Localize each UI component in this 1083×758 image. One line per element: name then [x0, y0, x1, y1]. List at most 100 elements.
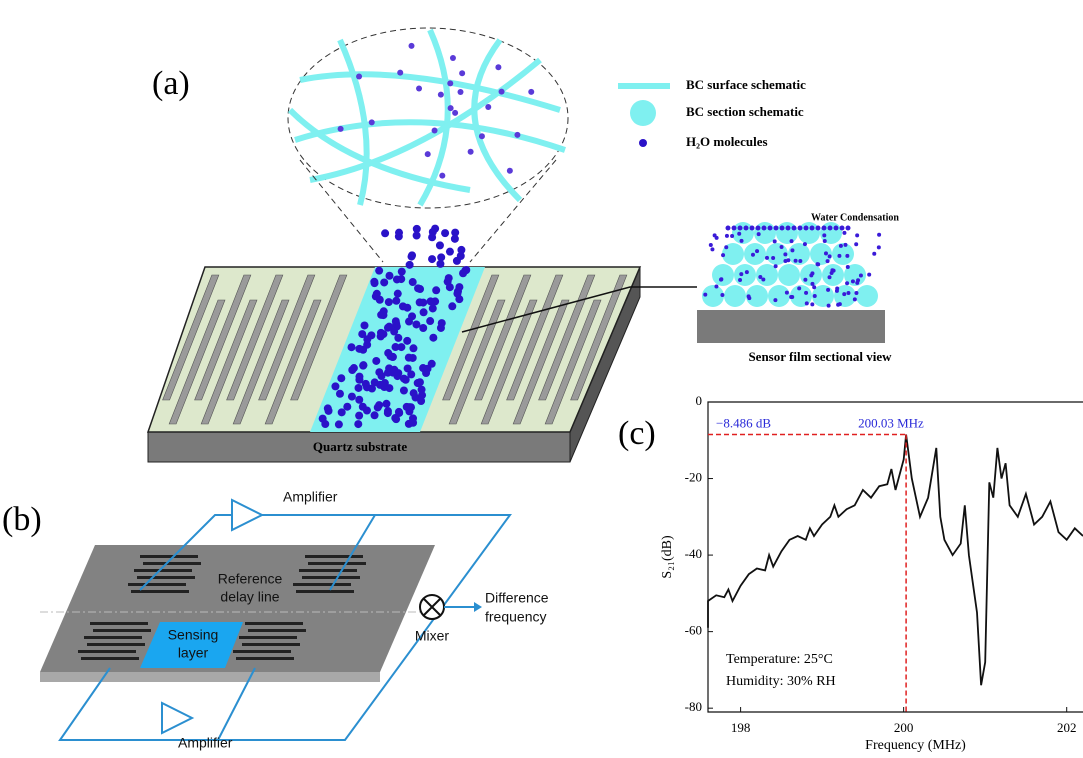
water-dot — [785, 291, 789, 295]
water-dot — [798, 226, 803, 231]
water-dot — [441, 229, 449, 237]
water-dot — [738, 278, 742, 282]
water-dot — [372, 292, 380, 300]
finger — [248, 629, 306, 632]
water-dot — [715, 236, 719, 240]
water-dot — [324, 404, 332, 412]
water-dot — [336, 390, 344, 398]
water-dot — [384, 407, 392, 415]
mhz-annotation: 200.03 MHz — [858, 415, 924, 430]
bc-circle — [724, 285, 746, 307]
water-dot — [375, 267, 383, 275]
water-dot — [797, 286, 801, 290]
water-dot — [429, 334, 437, 342]
water-dot — [394, 334, 402, 342]
panel-label: (c) — [618, 415, 656, 452]
water-dot — [768, 226, 773, 231]
water-dot — [385, 384, 393, 392]
water-dot — [438, 92, 444, 98]
finger — [245, 622, 303, 625]
finger — [305, 555, 363, 558]
water-dot — [403, 304, 411, 312]
water-dot — [739, 272, 743, 276]
water-dot — [439, 173, 445, 179]
water-dot — [822, 233, 826, 237]
water-dot — [826, 288, 830, 292]
water-dot — [448, 302, 456, 310]
water-dot — [803, 278, 807, 282]
slab-front — [40, 672, 380, 682]
water-dot — [786, 226, 791, 231]
section-circles — [702, 222, 881, 308]
water-dot — [375, 368, 383, 376]
water-dot — [426, 317, 434, 325]
water-dot — [827, 304, 831, 308]
water-dot — [348, 393, 356, 401]
water-dot — [851, 279, 855, 283]
finger — [299, 569, 357, 572]
water-dot — [395, 408, 403, 416]
water-dot — [382, 400, 390, 408]
water-dot — [786, 258, 790, 262]
water-dot — [730, 234, 734, 238]
water-dot — [794, 259, 798, 263]
section-base — [697, 310, 885, 343]
bc-circle — [798, 222, 820, 244]
water-dot — [459, 70, 465, 76]
water-dot — [823, 239, 827, 243]
water-dot — [417, 397, 425, 405]
water-dot — [363, 383, 371, 391]
db-annotation: −8.486 dB — [716, 415, 771, 430]
water-dot — [757, 232, 761, 236]
finger — [84, 636, 142, 639]
water-dot — [846, 226, 851, 231]
water-dot — [457, 246, 465, 254]
water-dot — [446, 248, 454, 256]
finger — [87, 643, 145, 646]
water-dot — [839, 244, 843, 248]
water-dot — [419, 299, 427, 307]
water-dot — [832, 269, 836, 273]
water-dot — [438, 319, 446, 327]
legend-text: BC section schematic — [686, 104, 804, 119]
water-dot — [834, 226, 839, 231]
difference-label: Difference — [485, 590, 549, 606]
water-dot — [416, 85, 422, 91]
water-dot — [409, 354, 417, 362]
water-dot — [744, 226, 749, 231]
finger — [308, 562, 366, 565]
water-dot — [437, 253, 445, 261]
finger — [239, 636, 297, 639]
water-dot — [514, 132, 520, 138]
finger — [137, 576, 195, 579]
water-dot — [409, 414, 417, 422]
water-dot — [380, 278, 388, 286]
amplifier — [232, 500, 262, 530]
water-dot — [348, 343, 356, 351]
water-dot — [404, 364, 412, 372]
water-dot — [412, 320, 420, 328]
water-dot — [859, 273, 863, 277]
water-dot — [338, 126, 344, 132]
finger — [134, 569, 192, 572]
bc-circle — [856, 285, 878, 307]
water-dot — [436, 241, 444, 249]
water-dot — [765, 256, 769, 260]
reference-label: delay line — [220, 589, 279, 605]
water-dot — [453, 290, 461, 298]
water-dot — [452, 110, 458, 116]
water-dot — [419, 324, 427, 332]
condensation-label: Water Condensation — [811, 212, 899, 223]
water-dot — [792, 226, 797, 231]
arrow-head — [474, 602, 482, 612]
water-dot — [429, 304, 437, 312]
water-dot — [372, 357, 380, 365]
water-dot — [709, 243, 713, 247]
water-dot — [810, 226, 815, 231]
water-dot — [750, 226, 755, 231]
water-dot — [432, 128, 438, 134]
water-dot — [348, 366, 356, 374]
finger — [140, 555, 198, 558]
water-dot — [393, 275, 401, 283]
